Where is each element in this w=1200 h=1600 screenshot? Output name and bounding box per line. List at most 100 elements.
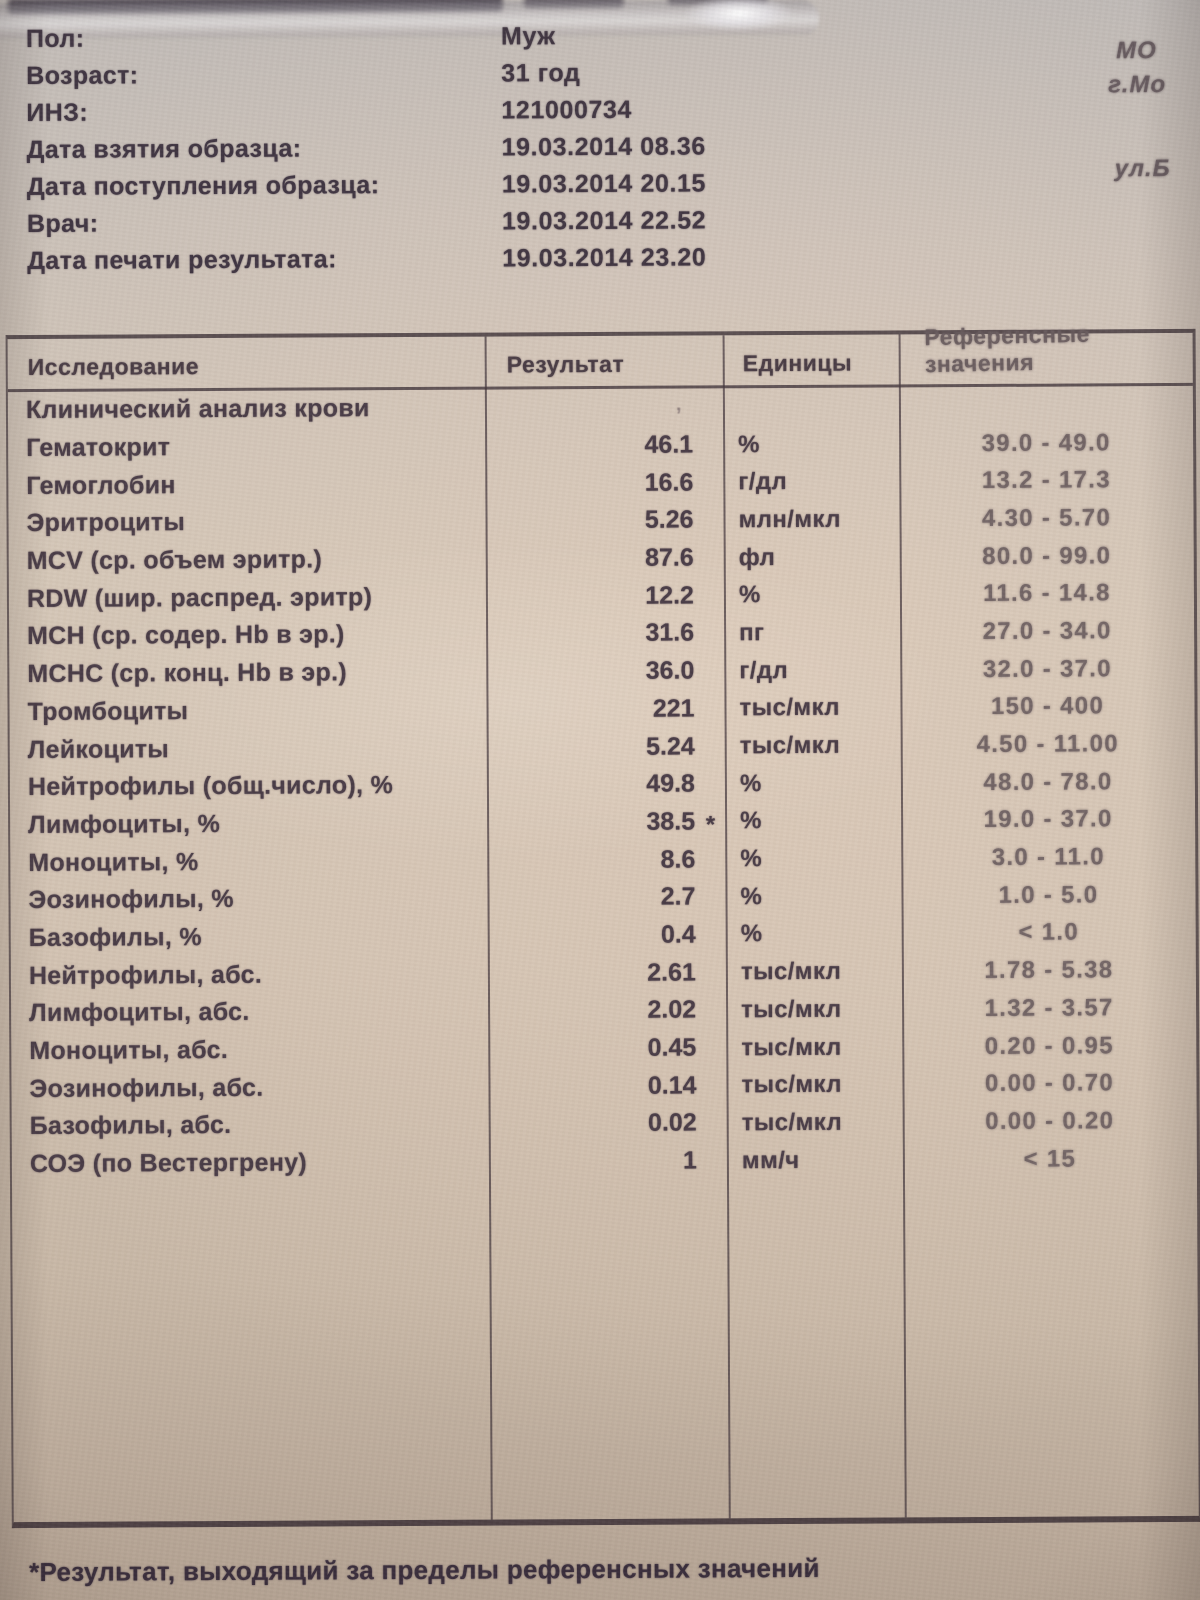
table-row: Моноциты, абс. 0.45 тыс/мкл 0.20 - 0.95 bbox=[11, 1027, 1196, 1071]
test-result: 16.6 bbox=[485, 468, 723, 498]
test-unit: % bbox=[740, 920, 763, 948]
patient-field-value: 19.03.2014 23.20 bbox=[502, 243, 707, 273]
patient-field-label: ИНЗ: bbox=[26, 98, 89, 127]
reference-range: 13.2 - 17.3 bbox=[981, 466, 1111, 495]
reference-range: 4.30 - 5.70 bbox=[981, 504, 1112, 532]
table-row: Эозинофилы, % 2.7 % 1.0 - 5.0 bbox=[10, 876, 1195, 920]
result-value: 2.7 bbox=[660, 882, 696, 911]
patient-field: Пол: Муж bbox=[26, 21, 705, 62]
test-name: Базофилы, % bbox=[28, 923, 202, 952]
table-row: Гемоглобин 16.6 г/дл 13.2 - 17.3 bbox=[8, 461, 1193, 505]
reference-range: < 1.0 bbox=[1018, 918, 1080, 947]
test-name: Моноциты, % bbox=[28, 847, 199, 877]
patient-field: Дата печати результата: 19.03.2014 23.20 bbox=[27, 243, 706, 284]
test-result: 2.7 bbox=[487, 883, 725, 913]
patient-field-value: 121000734 bbox=[501, 95, 633, 125]
reference-range: 4.50 - 11.00 bbox=[976, 730, 1119, 759]
test-unit: тыс/мкл bbox=[741, 1070, 842, 1099]
table-row: MCHC (ср. конц. Hb в эр.) 36.0 г/дл 32.0… bbox=[9, 650, 1194, 694]
table-row: Базофилы, % 0.4 % < 1.0 bbox=[11, 914, 1196, 958]
result-value: 49.8 bbox=[646, 769, 695, 798]
result-value: 1 bbox=[682, 1146, 697, 1175]
table-row: Эозинофилы, абс. 0.14 тыс/мкл 0.00 - 0.7… bbox=[11, 1064, 1196, 1108]
result-value: 87.6 bbox=[644, 543, 694, 572]
reference-range: 0.00 - 0.70 bbox=[984, 1069, 1115, 1098]
test-result: 36.0 bbox=[486, 657, 724, 687]
reference-range: 3.0 - 11.0 bbox=[991, 843, 1105, 872]
test-result: 2.61 bbox=[488, 958, 726, 988]
test-name: Гематокрит bbox=[26, 433, 171, 463]
test-result: 5.24 bbox=[487, 732, 725, 762]
test-result: 0.02 bbox=[489, 1109, 727, 1139]
result-value: 221 bbox=[652, 694, 695, 723]
test-name: Базофилы, абс. bbox=[29, 1111, 232, 1141]
patient-field-label: Дата взятия образца: bbox=[26, 134, 302, 164]
test-name: Гемоглобин bbox=[26, 470, 176, 500]
table-rows: Гематокрит 46.1 % 39.0 - 49.0 Гемоглобин… bbox=[8, 424, 1197, 1184]
result-value: 2.61 bbox=[647, 958, 696, 987]
result-value: 2.02 bbox=[647, 995, 697, 1025]
table-row: Гематокрит 46.1 % 39.0 - 49.0 bbox=[8, 424, 1193, 468]
test-name: MCH (ср. содер. Hb в эр.) bbox=[27, 620, 345, 651]
test-result: 31.6 bbox=[486, 619, 724, 649]
reference-range: 39.0 - 49.0 bbox=[981, 428, 1111, 457]
result-value: 16.6 bbox=[644, 468, 694, 497]
test-unit: фл bbox=[738, 543, 776, 571]
patient-field-value: 19.03.2014 22.52 bbox=[501, 206, 707, 236]
reference-range: < 15 bbox=[1023, 1145, 1077, 1173]
patient-field-value: 19.03.2014 08.36 bbox=[501, 132, 706, 162]
test-result: 38.5 * bbox=[487, 807, 725, 839]
test-name: Эозинофилы, абс. bbox=[29, 1073, 264, 1103]
test-name: Эритроциты bbox=[26, 508, 186, 538]
test-unit: % bbox=[740, 845, 763, 873]
table-row: Эритроциты 5.26 млн/мкл 4.30 - 5.70 bbox=[8, 499, 1193, 543]
patient-field: ИНЗ: 121000734 bbox=[26, 95, 705, 136]
test-result: 5.26 bbox=[485, 506, 723, 536]
result-value: 36.0 bbox=[645, 656, 695, 685]
result-value: 5.24 bbox=[645, 732, 695, 761]
reference-range: 0.00 - 0.20 bbox=[985, 1107, 1115, 1135]
test-unit: % bbox=[738, 581, 761, 609]
patient-info-block: Пол: Муж Возраст: 31 год ИНЗ: 121000734 Дат… bbox=[26, 21, 707, 284]
column-header-reference: Референсные значения bbox=[924, 320, 1091, 378]
patient-field-label: Пол: bbox=[25, 24, 85, 53]
result-value: 46.1 bbox=[644, 430, 694, 459]
result-value: 5.26 bbox=[644, 505, 694, 535]
reference-range: 80.0 - 99.0 bbox=[982, 541, 1112, 570]
table-row: Лейкоциты 5.24 тыс/мкл 4.50 - 11.00 bbox=[10, 725, 1195, 769]
test-name: Эозинофилы, % bbox=[28, 885, 234, 915]
patient-field: Возраст: 31 год bbox=[26, 58, 705, 99]
test-name: СОЭ (по Вестергрену) bbox=[29, 1148, 308, 1179]
test-name: Нейтрофилы, абс. bbox=[28, 960, 263, 990]
out-of-range-flag: * bbox=[705, 811, 716, 839]
test-unit: г/дл bbox=[739, 656, 789, 684]
test-name: MCHC (ср. конц. Hb в эр.) bbox=[27, 658, 347, 689]
reference-range: 11.6 - 14.8 bbox=[982, 579, 1111, 608]
test-unit: % bbox=[740, 807, 762, 835]
table-row: СОЭ (по Вестергрену) 1 мм/ч < 15 bbox=[12, 1140, 1197, 1184]
footnote: *Результат, выходящий за пределы референ… bbox=[28, 1552, 820, 1587]
table-row: MCV (ср. объем эритр.) 87.6 фл 80.0 - 99… bbox=[9, 537, 1194, 581]
test-name: Моноциты, абс. bbox=[29, 1035, 229, 1066]
test-name: RDW (шир. распред. эритр) bbox=[26, 582, 373, 613]
table-row: Нейтрофилы (общ.число), % 49.8 % 48.0 - … bbox=[10, 763, 1195, 807]
clinic-name-fragment: МО bbox=[1116, 37, 1157, 65]
table-row: Лимфоциты, % 38.5 * % 19.0 - 37.0 bbox=[10, 800, 1195, 844]
reference-range: 0.20 - 0.95 bbox=[984, 1031, 1114, 1060]
column-header-units: Единицы bbox=[742, 349, 853, 377]
result-value: 31.6 bbox=[645, 618, 695, 648]
patient-field-value: 19.03.2014 20.15 bbox=[501, 169, 707, 199]
table-row: Лимфоциты, абс. 2.02 тыс/мкл 1.32 - 3.57 bbox=[11, 989, 1196, 1033]
patient-field: Дата поступления образца: 19.03.2014 20.1… bbox=[27, 169, 706, 210]
stray-mark: ’ bbox=[675, 404, 682, 427]
test-name: Лимфоциты, % bbox=[28, 809, 221, 839]
test-name: Тромбоциты bbox=[27, 696, 189, 726]
test-name: MCV (ср. объем эритр.) bbox=[26, 545, 323, 576]
result-value: 0.14 bbox=[647, 1071, 697, 1100]
patient-field-label: Врач: bbox=[26, 209, 99, 238]
table-row: Тромбоциты 221 тыс/мкл 150 - 400 bbox=[9, 687, 1194, 731]
test-result: 0.14 bbox=[488, 1071, 726, 1101]
table-row: RDW (шир. распред. эритр) 12.2 % 11.6 - … bbox=[9, 574, 1194, 618]
reference-range: 19.0 - 37.0 bbox=[983, 805, 1113, 834]
